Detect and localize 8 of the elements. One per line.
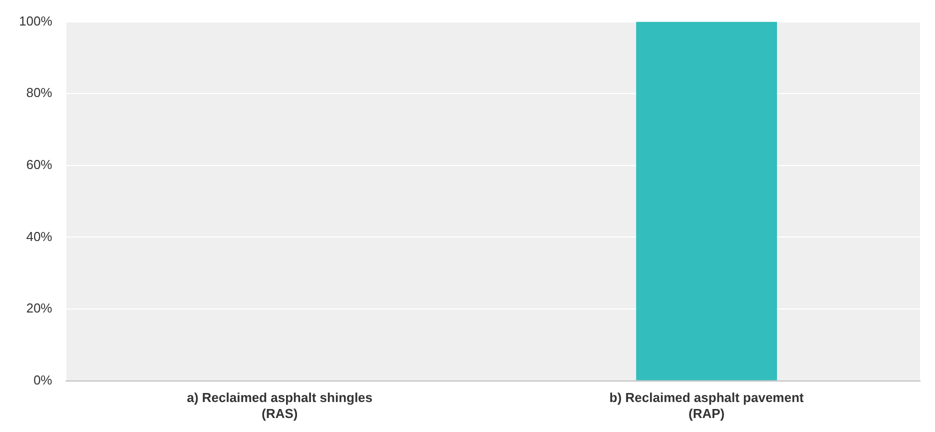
x-tick-label: a) Reclaimed asphalt shingles (RAS) <box>186 390 373 421</box>
y-tick-label: 60% <box>26 156 53 172</box>
y-tick-label: 0% <box>33 372 53 388</box>
y-tick-label: 80% <box>26 85 53 100</box>
y-tick-label: 20% <box>26 300 53 316</box>
x-tick-label: b) Reclaimed asphalt pavement (RAP) <box>609 390 804 421</box>
y-tick-label: 100% <box>19 13 53 28</box>
y-tick-label: 40% <box>26 228 53 244</box>
